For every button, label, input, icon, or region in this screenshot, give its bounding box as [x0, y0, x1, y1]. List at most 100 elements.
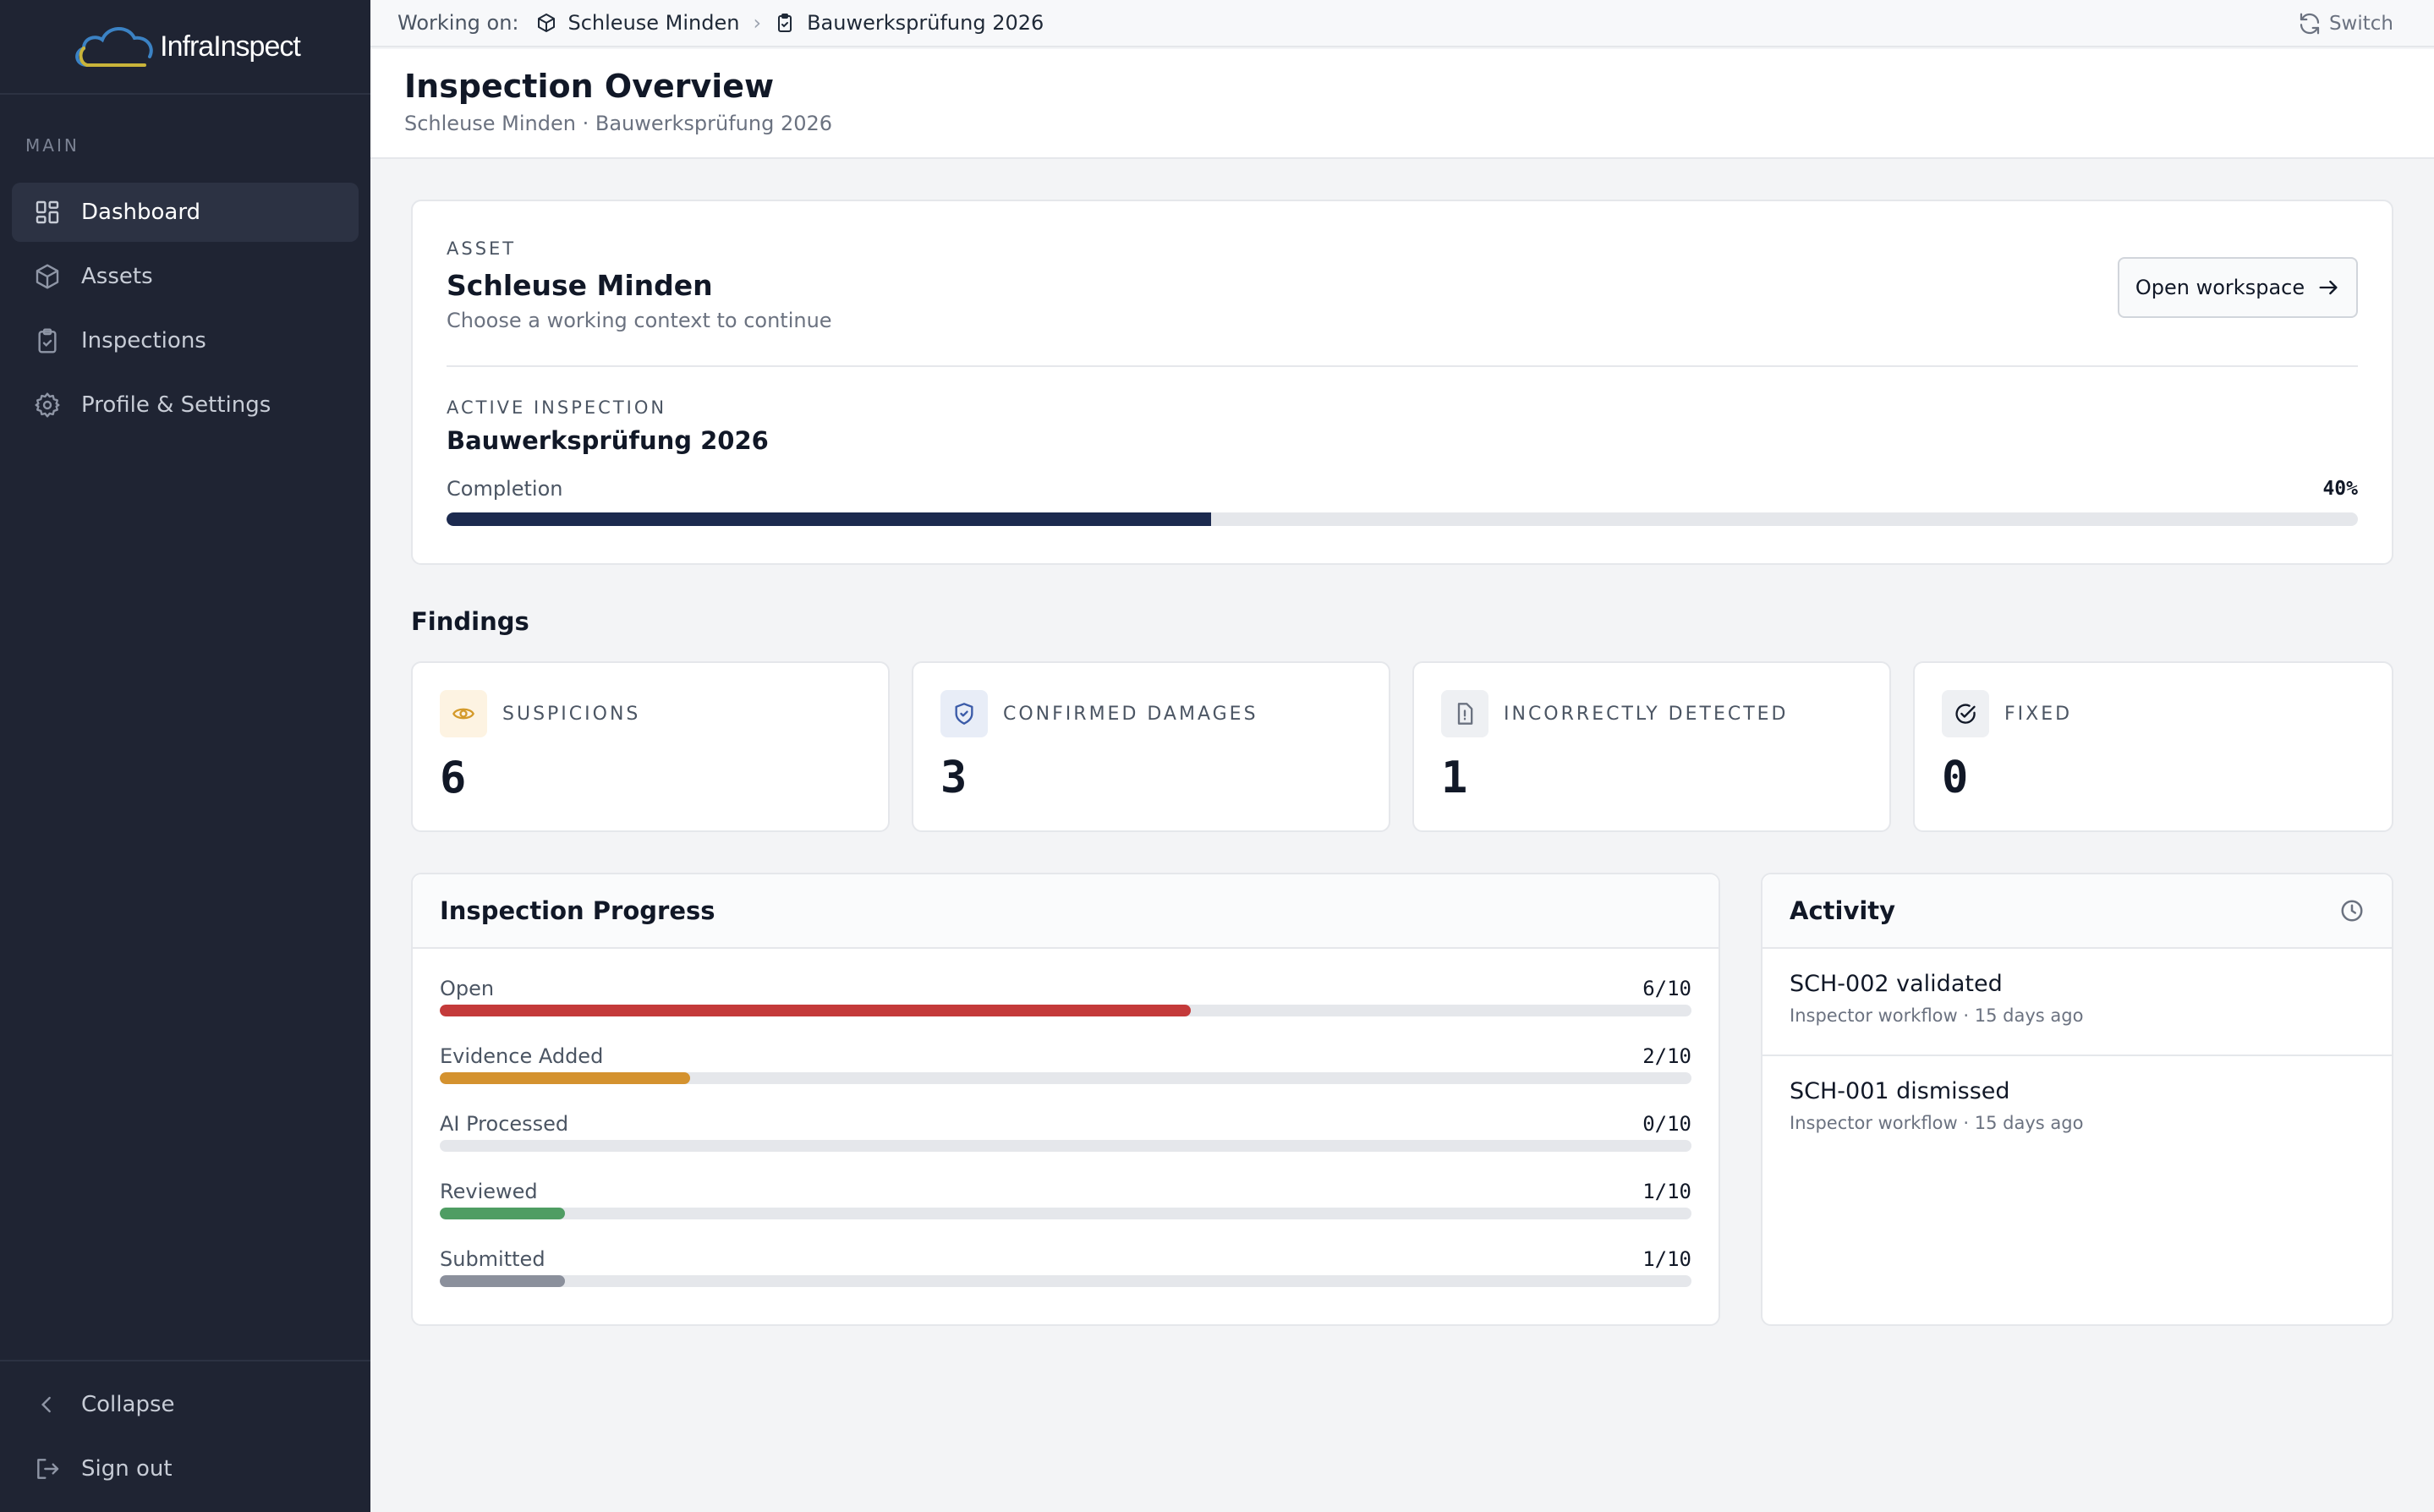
finding-label: INCORRECTLY DETECTED: [1504, 703, 1789, 725]
inspection-progress-panel: Inspection Progress Open 6/10 Evidence Ad…: [411, 873, 1720, 1326]
shield-check-icon: [955, 703, 973, 725]
finding-count: 6: [440, 753, 467, 803]
progress-count: 6/10: [1642, 977, 1691, 1000]
activity-item[interactable]: SCH-001 dismissed Inspector workflow · 1…: [1762, 1056, 2392, 1164]
progress-bar: [440, 1072, 1691, 1084]
finding-label: CONFIRMED DAMAGES: [1003, 703, 1258, 725]
progress-count: 0/10: [1642, 1112, 1691, 1136]
asset-context-card: ASSET Schleuse Minden Choose a working c…: [411, 200, 2393, 565]
finding-card-incorrectly-detected[interactable]: INCORRECTLY DETECTED 1: [1412, 661, 1891, 832]
activity-item-title: SCH-002 validated: [1790, 971, 2003, 997]
dashboard-icon: [36, 200, 59, 224]
sidebar-item-inspections[interactable]: Inspections: [12, 311, 359, 370]
sign-out-icon: [37, 1459, 59, 1479]
open-workspace-label: Open workspace: [2135, 276, 2305, 299]
finding-label: SUSPICIONS: [502, 703, 641, 725]
page-subtitle: Schleuse Minden · Bauwerksprüfung 2026: [404, 112, 833, 135]
sidebar-item-profile-settings[interactable]: Profile & Settings: [12, 375, 359, 435]
logo-text: InfraInspect: [160, 30, 301, 63]
sidebar-item-label: Profile & Settings: [81, 392, 271, 418]
eye-icon: [452, 708, 474, 720]
breadcrumb-inspection[interactable]: Bauwerksprüfung 2026: [775, 11, 1044, 35]
active-inspection-name: Bauwerksprüfung 2026: [447, 426, 769, 455]
progress-label: AI Processed: [440, 1112, 569, 1136]
arrow-right-icon: [2319, 280, 2338, 295]
finding-icon-bg: [940, 690, 988, 737]
completion-row: Completion 40%: [447, 477, 2358, 501]
progress-bar: [440, 1005, 1691, 1016]
open-workspace-button[interactable]: Open workspace: [2118, 257, 2358, 318]
breadcrumb-chevron-icon: ›: [753, 11, 762, 35]
completion-value: 40%: [2322, 478, 2358, 500]
finding-label: FIXED: [2004, 703, 2073, 725]
file-alert-icon: [1457, 703, 1473, 725]
progress-item-submitted: Submitted 1/10: [440, 1245, 1691, 1312]
progress-bar: [440, 1275, 1691, 1287]
progress-fill: [440, 1072, 690, 1084]
progress-fill: [440, 1005, 1191, 1016]
divider: [447, 365, 2358, 367]
app-logo[interactable]: InfraInspect: [0, 0, 370, 95]
chevron-left-icon: [41, 1396, 51, 1413]
context-bar: Working on: Schleuse Minden › Bauwerkspr…: [370, 0, 2434, 47]
breadcrumb-inspection-label: Bauwerksprüfung 2026: [807, 11, 1044, 35]
progress-item-ai-processed: AI Processed 0/10: [440, 1109, 1691, 1177]
switch-label: Switch: [2328, 13, 2393, 35]
progress-item-evidence-added: Evidence Added 2/10: [440, 1042, 1691, 1109]
finding-icon-bg: [440, 690, 487, 737]
asset-label: ASSET: [447, 238, 517, 259]
progress-list: Open 6/10 Evidence Added 2/10 AI Processed…: [413, 949, 1719, 1312]
activity-title: Activity: [1790, 896, 1896, 925]
sidebar-nav: Dashboard Assets Inspections Profile & S…: [0, 183, 370, 435]
sidebar-item-label: Assets: [81, 264, 153, 289]
activity-item-meta: Inspector workflow · 15 days ago: [1790, 1113, 2084, 1133]
activity-item-title: SCH-001 dismissed: [1790, 1078, 2010, 1104]
progress-item-reviewed: Reviewed 1/10: [440, 1177, 1691, 1245]
inspection-progress-title: Inspection Progress: [413, 874, 1719, 949]
sidebar-item-assets[interactable]: Assets: [12, 247, 359, 306]
finding-card-suspicions[interactable]: SUSPICIONS 6: [411, 661, 890, 832]
collapse-label: Collapse: [81, 1392, 175, 1417]
breadcrumb-asset[interactable]: Schleuse Minden: [536, 11, 740, 35]
page-header: Inspection Overview Schleuse Minden · Ba…: [370, 49, 2434, 159]
breadcrumb-asset-label: Schleuse Minden: [567, 11, 740, 35]
activity-item-meta: Inspector workflow · 15 days ago: [1790, 1005, 2084, 1026]
progress-fill: [440, 1275, 565, 1287]
sign-out-button[interactable]: Sign out: [12, 1439, 359, 1498]
activity-header: Activity: [1762, 874, 2392, 949]
clipboard-check-icon: [38, 328, 57, 353]
collapse-button[interactable]: Collapse: [12, 1375, 359, 1434]
finding-card-confirmed-damages[interactable]: CONFIRMED DAMAGES 3: [912, 661, 1390, 832]
finding-icon-bg: [1441, 690, 1488, 737]
progress-label: Evidence Added: [440, 1044, 604, 1068]
sidebar-section-label: MAIN: [25, 135, 79, 156]
progress-label: Submitted: [440, 1247, 545, 1271]
switch-context-button[interactable]: Switch: [2297, 0, 2393, 47]
finding-count: 0: [1942, 753, 1969, 803]
progress-fill: [440, 1208, 565, 1219]
progress-count: 1/10: [1642, 1247, 1691, 1271]
clock-icon[interactable]: [2339, 898, 2365, 923]
finding-card-fixed[interactable]: FIXED 0: [1913, 661, 2393, 832]
cloud-logo-icon: [75, 27, 153, 67]
sidebar-item-dashboard[interactable]: Dashboard: [12, 183, 359, 242]
active-inspection-label: ACTIVE INSPECTION: [447, 397, 667, 418]
activity-item[interactable]: SCH-002 validated Inspector workflow · 1…: [1762, 949, 2392, 1056]
activity-panel: Activity SCH-002 validated Inspector wor…: [1761, 873, 2393, 1326]
gear-icon: [35, 392, 60, 418]
clipboard-check-icon: [778, 14, 792, 32]
page-title: Inspection Overview: [404, 68, 775, 105]
box-icon: [36, 264, 59, 289]
progress-label: Reviewed: [440, 1180, 538, 1203]
progress-item-open: Open 6/10: [440, 974, 1691, 1042]
progress-count: 1/10: [1642, 1180, 1691, 1203]
refresh-icon: [2300, 13, 2320, 35]
check-circle-icon: [1955, 704, 1976, 724]
progress-label: Open: [440, 977, 495, 1000]
asset-name: Schleuse Minden: [447, 269, 713, 302]
sign-out-label: Sign out: [81, 1456, 173, 1482]
completion-progress-fill: [447, 512, 1211, 526]
completion-label: Completion: [447, 477, 563, 501]
finding-icon-bg: [1942, 690, 1989, 737]
sidebar-item-label: Inspections: [81, 328, 206, 353]
